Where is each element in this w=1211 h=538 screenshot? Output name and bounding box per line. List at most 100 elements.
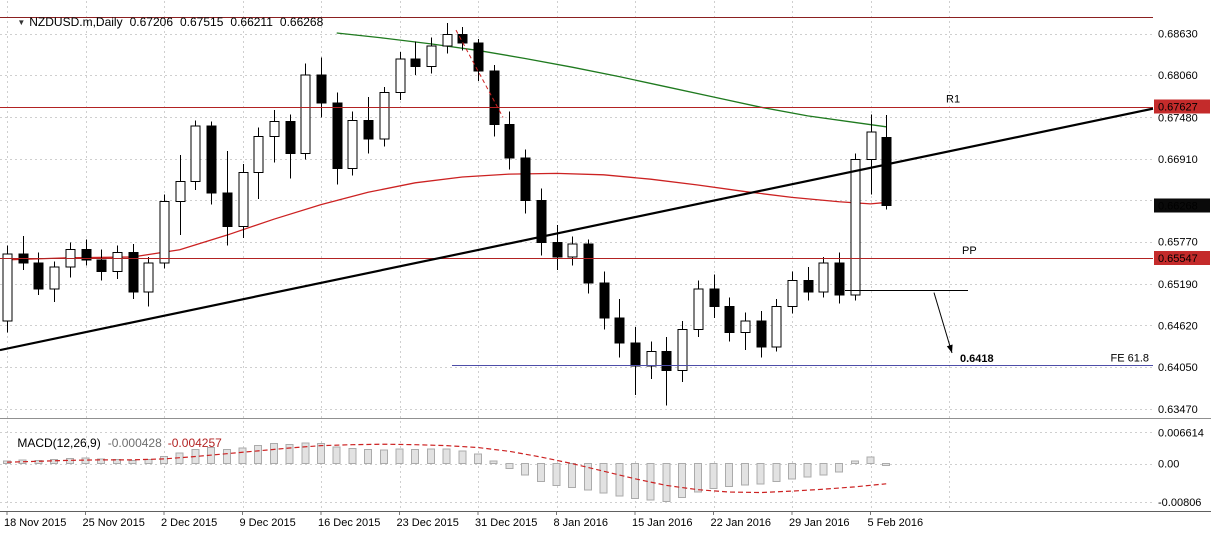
macd-bar bbox=[631, 463, 639, 500]
candle bbox=[756, 320, 767, 348]
candle bbox=[740, 320, 751, 334]
date-label: 25 Nov 2015 bbox=[83, 517, 145, 529]
candle bbox=[81, 249, 92, 261]
candle bbox=[504, 124, 515, 159]
chart-menu-icon[interactable]: ▼ bbox=[17, 18, 26, 28]
level-label-R1: R1 bbox=[946, 94, 960, 106]
moving-averages bbox=[6, 32, 887, 261]
price-badge bbox=[1154, 250, 1210, 265]
macd-bar bbox=[254, 445, 263, 465]
macd-bar bbox=[395, 448, 404, 465]
macd-signal-value: -0.004257 bbox=[167, 436, 222, 450]
price-axis-label: 0.68060 bbox=[1158, 70, 1198, 82]
arrow-head-icon bbox=[946, 344, 953, 353]
macd-bar bbox=[50, 458, 59, 465]
price-axis-label: 0.64050 bbox=[1158, 362, 1198, 374]
macd-bar bbox=[332, 446, 341, 465]
macd-bar bbox=[238, 447, 247, 465]
candle bbox=[363, 119, 374, 140]
candle bbox=[426, 45, 437, 67]
fe-label: FE 61.8 bbox=[1110, 352, 1149, 364]
macd-bar bbox=[788, 463, 796, 480]
macd-bar bbox=[65, 457, 74, 465]
macd-indicator-label: MACD(12,26,9) -0.000428 -0.004257 bbox=[4, 422, 222, 464]
macd-bar bbox=[568, 463, 577, 488]
macd-bar bbox=[536, 463, 545, 483]
date-label: 9 Dec 2015 bbox=[240, 517, 296, 529]
macd-bar bbox=[285, 444, 294, 465]
price-badges: 0.67627 0.66268 0.65547 bbox=[1154, 99, 1210, 265]
candle bbox=[332, 102, 343, 169]
macd-bar bbox=[803, 463, 812, 478]
candle bbox=[395, 58, 406, 94]
macd-bar bbox=[222, 448, 231, 465]
candle bbox=[128, 252, 139, 293]
date-label: 8 Jan 2016 bbox=[554, 517, 608, 529]
candle bbox=[316, 74, 327, 104]
macd-name: MACD(12,26,9) bbox=[17, 436, 101, 450]
candle bbox=[567, 243, 578, 258]
candle bbox=[677, 329, 688, 371]
candle bbox=[379, 92, 390, 140]
price-badge-text: 0.67627 bbox=[1158, 102, 1198, 114]
candle bbox=[866, 131, 877, 161]
macd-axis-label: 0.006614 bbox=[1158, 427, 1204, 439]
date-label: 15 Jan 2016 bbox=[632, 517, 693, 529]
macd-bar bbox=[505, 463, 514, 469]
date-label: 18 Nov 2015 bbox=[4, 517, 66, 529]
fibo-expansion-line[interactable]: FE 61.8 bbox=[452, 352, 1153, 366]
price-axis-label: 0.68630 bbox=[1158, 29, 1198, 41]
ascending-trendline[interactable] bbox=[0, 107, 1154, 352]
level-lines[interactable]: R1 PP bbox=[0, 17, 1153, 259]
macd-main-value: -0.000428 bbox=[107, 436, 162, 450]
macd-bar bbox=[583, 463, 592, 491]
ohlc-close-value: 0.66268 bbox=[279, 15, 324, 29]
macd-bar bbox=[411, 448, 420, 465]
macd-bar bbox=[34, 459, 43, 465]
price-axis: 0.68630 0.68060 0.67480 0.66910 0.65770 0.651… bbox=[1158, 29, 1204, 509]
arrow-line[interactable] bbox=[933, 292, 953, 354]
candle bbox=[834, 262, 845, 296]
red-dashed-trend-segment[interactable] bbox=[455, 29, 504, 118]
chart-objects[interactable]: 0.6418 bbox=[845, 290, 994, 366]
candle bbox=[520, 157, 531, 201]
macd-bar bbox=[144, 458, 153, 465]
candles-layer bbox=[2, 22, 892, 406]
candle bbox=[630, 342, 641, 367]
date-label: 31 Dec 2015 bbox=[475, 517, 537, 529]
macd-bar bbox=[662, 463, 671, 503]
candle bbox=[238, 172, 249, 227]
macd-bar bbox=[521, 463, 530, 476]
candle bbox=[206, 125, 217, 194]
candle bbox=[771, 305, 782, 348]
macd-bar bbox=[128, 459, 137, 465]
candle bbox=[881, 136, 892, 207]
date-label: 23 Dec 2015 bbox=[397, 517, 459, 529]
macd-bar bbox=[97, 458, 106, 465]
candle bbox=[646, 351, 657, 367]
macd-bar bbox=[866, 456, 875, 465]
macd-bar bbox=[819, 463, 828, 476]
candle bbox=[661, 351, 672, 371]
price-axis-label: 0.65770 bbox=[1158, 237, 1198, 249]
date-label: 2 Dec 2015 bbox=[161, 517, 217, 529]
candle bbox=[143, 262, 154, 293]
ma-green-line bbox=[336, 32, 887, 128]
ohlc-low-value: 0.66211 bbox=[230, 15, 273, 29]
candle bbox=[693, 288, 704, 331]
candle bbox=[49, 266, 60, 290]
macd-bar bbox=[458, 450, 467, 465]
date-label: 5 Feb 2016 bbox=[868, 517, 924, 529]
macd-bar bbox=[882, 463, 891, 467]
target-price-text: 0.6418 bbox=[960, 353, 994, 365]
macd-bar bbox=[709, 463, 718, 489]
price-badge bbox=[1154, 99, 1210, 114]
date-label: 22 Jan 2016 bbox=[711, 517, 772, 529]
candle bbox=[457, 33, 468, 44]
macd-bar bbox=[678, 463, 687, 499]
price-badge-text: 0.66268 bbox=[1158, 201, 1198, 213]
panel-separators bbox=[0, 418, 1211, 512]
macd-bar bbox=[615, 463, 624, 497]
